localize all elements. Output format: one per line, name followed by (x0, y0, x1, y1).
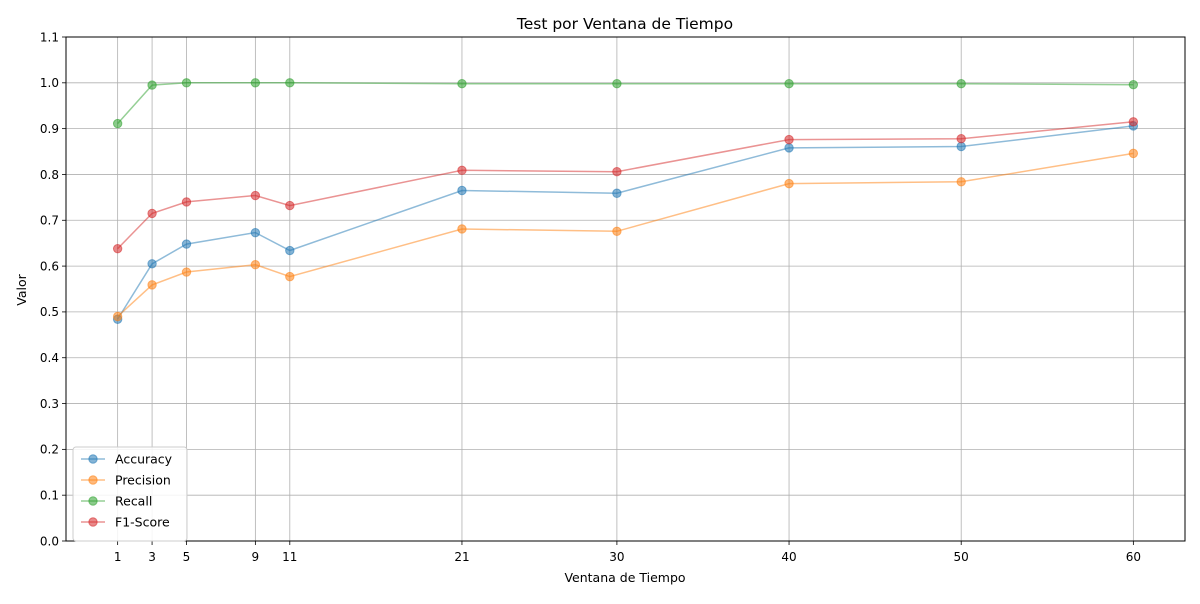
chart-title: Test por Ventana de Tiempo (516, 15, 733, 33)
x-tick-label: 21 (454, 550, 469, 564)
data-point (956, 141, 966, 152)
data-point (112, 311, 123, 322)
y-tick-label: 0.0 (40, 534, 59, 548)
series-line (116, 125, 1134, 320)
x-tick-label: 11 (282, 550, 297, 564)
data-point (147, 259, 157, 269)
series-line (117, 121, 1134, 250)
series-accuracy (112, 121, 1139, 324)
data-point (147, 280, 157, 290)
data-point (784, 143, 794, 153)
y-tick-label: 1.0 (40, 76, 59, 90)
y-tick-label: 0.6 (40, 259, 59, 273)
x-tick-label: 50 (954, 550, 969, 564)
legend-swatch-marker (88, 454, 98, 464)
y-tick-label: 0.4 (40, 351, 59, 365)
legend-swatch-marker (88, 517, 98, 527)
legend-box (72, 446, 188, 542)
axes: 0.0 0.1 0.2 0.3 0.4 0.5 0.6 0.7 0.8 0.9 1.0 1.1 1 3 5 9… (40, 30, 1186, 564)
y-tick-label: 0.8 (40, 168, 59, 182)
series-line (117, 82, 1134, 125)
data-point (612, 188, 622, 198)
data-point (1128, 148, 1139, 159)
legend-label: F1-Score (115, 515, 170, 530)
series-line (117, 152, 1134, 318)
x-tick-label: 3 (148, 550, 156, 564)
legend-item: Precision (81, 473, 171, 488)
data-point (457, 185, 467, 196)
legend-label: Precision (115, 473, 171, 488)
series-recall (112, 78, 1139, 129)
data-point (612, 167, 622, 177)
y-axis-title: Valor (14, 273, 29, 305)
data-point (784, 134, 794, 145)
data-point (250, 78, 261, 88)
data-point (784, 178, 794, 189)
data-point (285, 271, 295, 282)
y-tick-label: 0.5 (40, 305, 59, 319)
legend: Accuracy Precision Recall F1-Score (72, 446, 188, 542)
data-point (1128, 79, 1139, 90)
legend-item: Recall (81, 494, 152, 509)
y-tick-label: 0.2 (40, 443, 59, 457)
x-axis-title: Ventana de Tiempo (564, 570, 685, 585)
data-point (612, 79, 622, 89)
data-point (250, 190, 261, 201)
data-point (181, 239, 192, 249)
data-point (457, 165, 467, 176)
data-point (147, 208, 157, 219)
data-point (250, 260, 261, 270)
data-point (457, 224, 467, 234)
grid-lines (66, 36, 1185, 542)
data-point (181, 78, 192, 88)
data-point (181, 267, 192, 277)
x-tick-label: 1 (114, 550, 122, 564)
data-point (956, 79, 966, 89)
legend-label: Recall (115, 494, 152, 509)
plot-frame (65, 36, 1186, 542)
x-tick-label: 5 (183, 550, 191, 564)
data-point (285, 200, 295, 211)
y-tick-label: 1.1 (40, 30, 59, 44)
data-point (147, 80, 157, 90)
legend-swatch-marker (88, 475, 98, 485)
data-point (1128, 117, 1139, 127)
y-tick-label: 0.3 (40, 397, 59, 411)
legend-label: Accuracy (115, 452, 173, 467)
legend-item: Accuracy (81, 452, 173, 467)
data-point (112, 243, 123, 254)
series-f1-score (112, 117, 1139, 254)
data-point (112, 118, 123, 129)
legend-item: F1-Score (81, 515, 170, 530)
data-point (956, 134, 966, 144)
data-point (285, 245, 295, 256)
y-tick-label: 0.9 (40, 122, 59, 136)
data-point (784, 79, 794, 89)
data-point (250, 227, 261, 238)
series-precision (112, 148, 1139, 322)
y-tick-label: 0.1 (40, 488, 59, 502)
legend-swatch-marker (88, 496, 98, 506)
x-tick-label: 40 (781, 550, 796, 564)
series-group (112, 78, 1139, 324)
data-point (956, 177, 966, 187)
x-tick-label: 30 (609, 550, 624, 564)
data-point (285, 78, 295, 88)
y-tick-label: 0.7 (40, 214, 59, 228)
x-tick-label: 9 (252, 550, 260, 564)
data-point (612, 226, 622, 236)
x-tick-label: 60 (1126, 550, 1141, 564)
data-point (181, 197, 192, 207)
data-point (457, 79, 467, 89)
